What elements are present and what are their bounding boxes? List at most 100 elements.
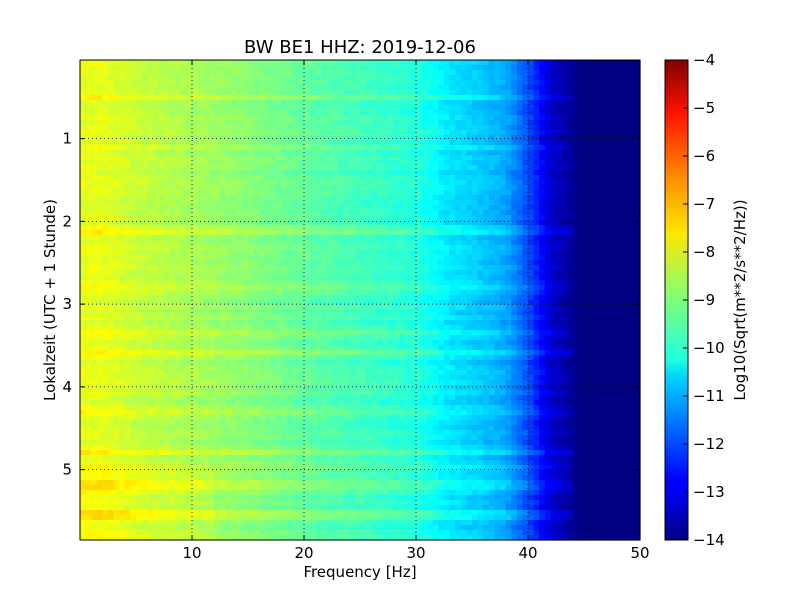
heatmap-cell [85,250,92,256]
heatmap-cell [158,215,165,221]
heatmap-cell [533,170,540,176]
heatmap-cell [589,160,596,166]
heatmap-cell [388,220,395,226]
heatmap-cell [432,225,439,231]
heatmap-cell [365,155,372,161]
heatmap-cell [612,105,619,111]
heatmap-cell [399,125,406,131]
heatmap-cell [108,175,115,181]
heatmap-cell [242,210,249,216]
heatmap-cell [533,245,540,251]
heatmap-cell [505,290,512,296]
heatmap-cell [550,230,557,236]
heatmap-cell [186,130,193,136]
heatmap-cell [421,205,428,211]
heatmap-cell [259,125,266,131]
heatmap-cell [309,250,316,256]
heatmap-cell [102,240,109,246]
heatmap-cell [332,125,339,131]
heatmap-cell [444,185,451,191]
heatmap-cell [152,295,159,301]
heatmap-cell [410,95,417,101]
heatmap-cell [584,75,591,81]
heatmap-cell [180,150,187,156]
heatmap-cell [253,295,260,301]
heatmap-cell [606,120,613,126]
heatmap-cell [102,185,109,191]
heatmap-cell [147,235,154,241]
heatmap-cell [124,295,131,301]
heatmap-cell [494,115,501,121]
heatmap-cell [561,255,568,261]
heatmap-cell [214,195,221,201]
heatmap-cell [528,80,535,86]
heatmap-cell [561,290,568,296]
heatmap-cell [298,285,305,291]
heatmap-cell [561,155,568,161]
heatmap-cell [192,290,199,296]
heatmap-cell [371,290,378,296]
heatmap-cell [298,255,305,261]
heatmap-cell [80,95,87,101]
heatmap-cell [393,260,400,266]
heatmap-cell [623,205,630,211]
heatmap-cell [589,110,596,116]
heatmap-cell [259,60,266,66]
heatmap-cell [365,130,372,136]
heatmap-cell [108,225,115,231]
heatmap-cell [410,300,417,306]
heatmap-cell [572,150,579,156]
heatmap-cell [203,125,210,131]
heatmap-cell [427,205,434,211]
heatmap-cell [304,115,311,121]
heatmap-cell [220,215,227,221]
heatmap-cell [410,105,417,111]
heatmap-cell [108,160,115,166]
heatmap-cell [388,175,395,181]
heatmap-cell [444,105,451,111]
heatmap-cell [108,105,115,111]
heatmap-cell [556,220,563,226]
heatmap-cell [376,175,383,181]
heatmap-cell [556,205,563,211]
heatmap-cell [141,200,148,206]
heatmap-cell [376,185,383,191]
heatmap-cell [231,305,238,311]
heatmap-cell [444,205,451,211]
heatmap-cell [455,235,462,241]
heatmap-cell [617,220,624,226]
heatmap-cell [528,235,535,241]
heatmap-cell [225,115,232,121]
heatmap-cell [96,90,103,96]
heatmap-cell [225,145,232,151]
heatmap-cell [197,245,204,251]
heatmap-cell [567,195,574,201]
heatmap-cell [600,95,607,101]
heatmap-cell [264,75,271,81]
heatmap-cell [600,185,607,191]
heatmap-cell [152,270,159,276]
heatmap-cell [477,150,484,156]
heatmap-cell [298,65,305,71]
heatmap-cell [343,170,350,176]
heatmap-cell [315,115,322,121]
heatmap-cell [264,155,271,161]
heatmap-cell [175,280,182,286]
heatmap-cell [287,160,294,166]
heatmap-cell [634,75,641,81]
heatmap-cell [360,175,367,181]
heatmap-cell [147,305,154,311]
heatmap-cell [500,210,507,216]
heatmap-cell [528,90,535,96]
heatmap-cell [276,170,283,176]
heatmap-cell [556,265,563,271]
heatmap-cell [505,235,512,241]
heatmap-cell [80,195,87,201]
heatmap-cell [208,215,215,221]
heatmap-cell [488,255,495,261]
heatmap-cell [169,255,176,261]
heatmap-cell [500,255,507,261]
heatmap-cell [399,110,406,116]
heatmap-cell [80,225,87,231]
heatmap-cell [130,235,137,241]
